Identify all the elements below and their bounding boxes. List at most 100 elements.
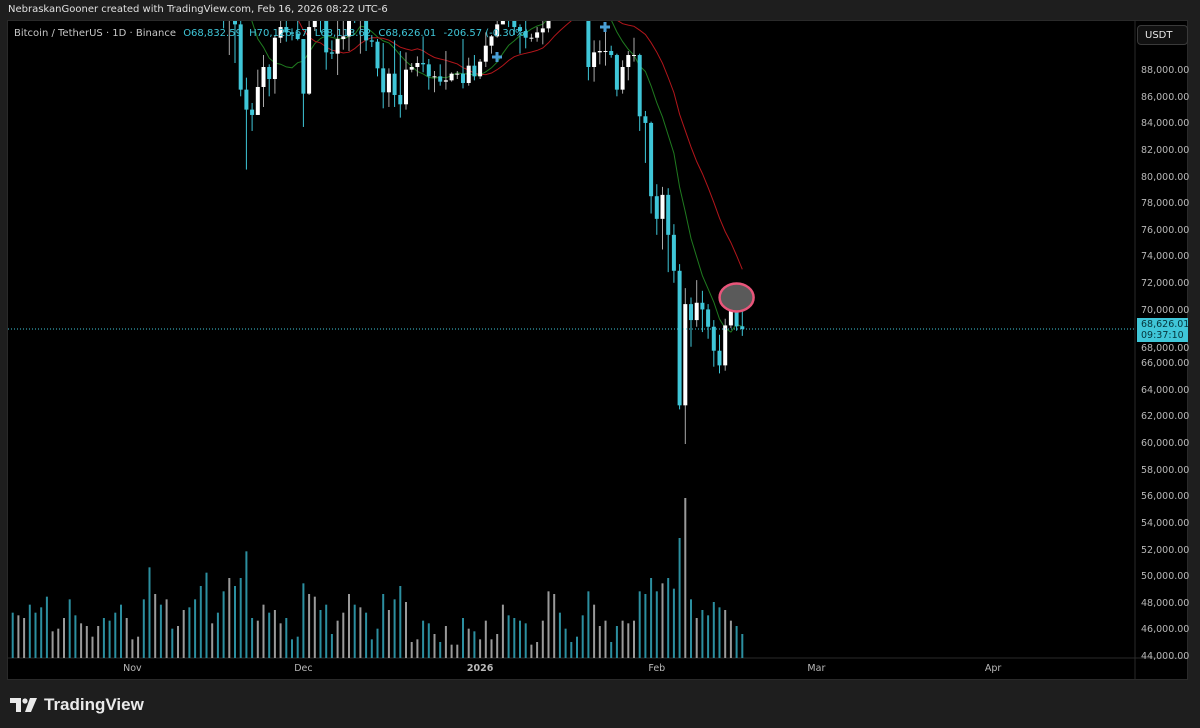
candle-body <box>398 94 403 105</box>
volume-bar <box>558 612 561 658</box>
volume-bar <box>553 594 556 658</box>
price-tick: 68,000.00 <box>1141 343 1190 354</box>
volume-bar <box>729 620 732 658</box>
chart-pane[interactable] <box>7 20 1188 680</box>
volume-bar <box>444 626 447 658</box>
candle-body <box>375 41 380 69</box>
candle-body <box>233 21 237 25</box>
candle-body <box>250 109 255 115</box>
volume-bar <box>365 612 368 658</box>
volume-bar <box>353 604 356 658</box>
symbol-legend[interactable]: Bitcoin / TetherUS · 1D · Binance O68,83… <box>14 28 528 39</box>
candle-body <box>392 73 397 95</box>
volume-bar <box>308 594 311 658</box>
candle-body <box>369 40 374 42</box>
candle-body <box>466 65 471 83</box>
volume-bar <box>142 599 145 658</box>
volume-bar <box>422 620 425 658</box>
candle-body <box>717 350 722 366</box>
volume-bar <box>205 572 208 658</box>
price-tick: 80,000.00 <box>1141 171 1190 183</box>
candle-body <box>535 32 540 38</box>
highlight-circle <box>718 282 755 313</box>
volume-bar <box>108 620 111 658</box>
sma-10-line <box>251 21 743 333</box>
volume-bar <box>627 623 630 658</box>
time-tick: 2026 <box>466 663 494 674</box>
volume-bar <box>541 620 544 658</box>
candle-body <box>222 0 226 15</box>
volume-bar <box>120 604 122 658</box>
volume-bar <box>621 620 624 658</box>
price-tick: 56,000.00 <box>1141 491 1190 503</box>
volume-bar <box>273 610 276 658</box>
sma-20-line <box>298 21 743 270</box>
volume-bar <box>439 642 442 658</box>
currency-unit-button[interactable]: USDT <box>1137 25 1188 45</box>
tradingview-logo-icon <box>10 698 37 712</box>
candle-body <box>478 61 483 77</box>
candle-body <box>261 67 266 87</box>
volume-bar <box>85 626 88 658</box>
candle-body <box>689 304 693 321</box>
volume-bar <box>159 604 162 658</box>
volume-bar <box>433 634 436 658</box>
candle-body <box>518 27 522 32</box>
volume-bar <box>604 620 607 658</box>
volume-bar <box>285 618 288 658</box>
candle-body <box>614 55 619 90</box>
time-tick: Nov <box>123 663 142 674</box>
price-tick: 50,000.00 <box>1141 571 1190 583</box>
volume-bar <box>456 644 459 658</box>
price-tick: 84,000.00 <box>1141 118 1190 130</box>
volume-bar <box>216 612 219 658</box>
volume-bar <box>399 586 402 658</box>
volume-bar <box>74 615 77 658</box>
volume-bar <box>718 607 721 658</box>
candle-body <box>586 21 591 68</box>
footer <box>0 680 1200 728</box>
candle-body <box>592 52 597 68</box>
candle-body <box>353 8 357 17</box>
price-tick: 70,000.00 <box>1141 304 1190 316</box>
volume-bar <box>513 618 516 658</box>
candle-body <box>284 27 289 33</box>
volume-bar <box>302 583 305 658</box>
candle-body <box>455 73 460 75</box>
volume-bar <box>382 594 385 658</box>
candle-body <box>267 67 272 79</box>
volume-bar <box>51 631 54 658</box>
candle-body <box>278 27 283 38</box>
candle-body <box>324 21 329 53</box>
candle-body <box>227 6 231 15</box>
candle-body <box>512 21 517 28</box>
volume-bar <box>245 551 248 658</box>
volume-bar <box>336 620 339 658</box>
volume-bar <box>593 604 596 658</box>
volume-bar <box>405 602 407 658</box>
last-price: 68,626.01 <box>1141 319 1190 330</box>
volume-bar <box>570 642 573 658</box>
volume-bar <box>154 594 157 658</box>
tradingview-logo[interactable]: TradingView <box>10 695 144 715</box>
volume-bar <box>279 623 282 658</box>
candle-body <box>432 76 437 78</box>
candle-body <box>500 21 505 25</box>
candle-body <box>728 310 733 326</box>
volume-bar <box>564 628 567 658</box>
volume-bar <box>23 618 26 658</box>
price-tick: 46,000.00 <box>1141 624 1190 636</box>
volume-bar <box>667 578 670 658</box>
candle-body <box>666 194 671 235</box>
volume-bar <box>393 599 396 658</box>
volume-bar <box>450 644 453 658</box>
volume-bar <box>182 610 185 658</box>
volume-bar <box>313 596 316 658</box>
candle-body <box>244 89 249 110</box>
price-tick: 60,000.00 <box>1141 437 1190 449</box>
top-bar: NebraskanGooner created with TradingView… <box>0 0 1200 20</box>
volume-bars <box>11 498 744 658</box>
volume-bar <box>34 612 37 658</box>
volume-bar <box>80 623 83 658</box>
